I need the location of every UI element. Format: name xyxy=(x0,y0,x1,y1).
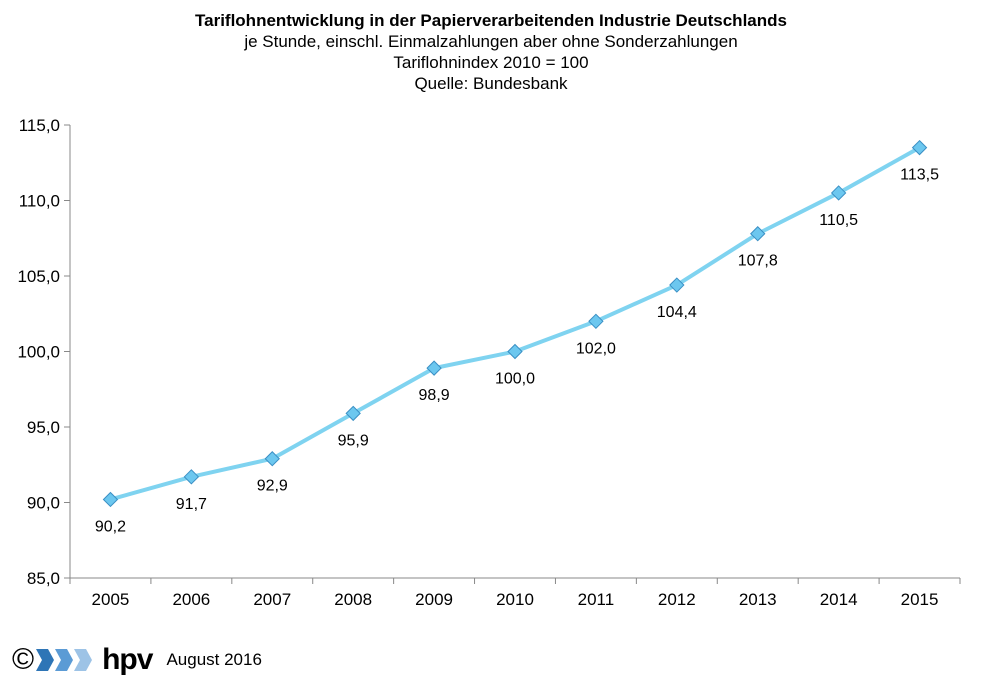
data-point-marker xyxy=(911,139,928,156)
line-chart: 85,0 90,0 95,0 100,0 105,0 110,0 115,0 2005 2006… xyxy=(17,116,961,609)
x-tick-label: 2011 xyxy=(578,590,615,609)
chart-subtitle-2: Tariflohnindex 2010 = 100 xyxy=(393,53,589,72)
x-tick-label: 2014 xyxy=(820,590,858,609)
x-tick-label: 2010 xyxy=(496,590,534,609)
data-label: 92,9 xyxy=(257,478,288,495)
data-label: 104,4 xyxy=(657,304,697,321)
x-tick-label: 2007 xyxy=(253,590,291,609)
data-point-marker xyxy=(264,451,280,467)
copyright-symbol: © xyxy=(12,643,35,676)
hpv-logo-arrows-icon xyxy=(36,647,94,673)
data-label: 90,2 xyxy=(95,518,126,535)
chart-title: Tariflohnentwicklung in der Papierverarb… xyxy=(195,11,787,30)
x-tick-label: 2012 xyxy=(658,590,696,609)
x-tick-label: 2006 xyxy=(172,590,210,609)
x-tick-label: 2015 xyxy=(901,590,939,609)
data-point-marker xyxy=(669,277,685,293)
data-point-marker xyxy=(750,226,766,242)
chart-subtitle-1: je Stunde, einschl. Einmalzahlungen aber… xyxy=(244,32,738,51)
data-label: 110,5 xyxy=(819,212,858,229)
y-tick-label: 90,0 xyxy=(27,494,60,513)
x-tick-label: 2009 xyxy=(415,590,453,609)
data-label: 107,8 xyxy=(738,253,778,270)
data-label: 113,5 xyxy=(900,167,939,184)
data-point-marker xyxy=(102,491,119,508)
data-label: 98,9 xyxy=(419,387,450,404)
x-tick-label: 2005 xyxy=(92,590,130,609)
data-point-marker xyxy=(507,343,523,360)
data-label: 100,0 xyxy=(495,371,535,388)
chart-subtitle-3: Quelle: Bundesbank xyxy=(414,74,568,93)
hpv-logo: hpv xyxy=(102,643,153,676)
data-label: 91,7 xyxy=(176,496,207,513)
x-tick-label: 2008 xyxy=(334,590,372,609)
x-tick-label: 2013 xyxy=(739,590,777,609)
y-tick-label: 105,0 xyxy=(17,267,60,286)
data-point-marker xyxy=(426,360,442,376)
footer: © hpv August 2016 xyxy=(12,640,262,680)
footer-date: August 2016 xyxy=(166,650,262,669)
y-tick-label: 85,0 xyxy=(27,569,60,588)
y-tick-label: 95,0 xyxy=(27,418,60,437)
chart-titles: Tariflohnentwicklung in der Papierverarb… xyxy=(0,10,982,94)
data-label: 102,0 xyxy=(576,340,616,357)
data-point-marker xyxy=(183,469,200,485)
data-point-marker xyxy=(830,185,847,201)
series-line xyxy=(109,145,921,502)
data-point-marker xyxy=(588,313,604,330)
y-tick-label: 100,0 xyxy=(17,343,60,362)
y-tick-label: 115,0 xyxy=(19,116,60,135)
y-tick-label: 110,0 xyxy=(19,192,60,211)
data-point-marker xyxy=(345,405,361,422)
data-label: 95,9 xyxy=(338,432,369,449)
